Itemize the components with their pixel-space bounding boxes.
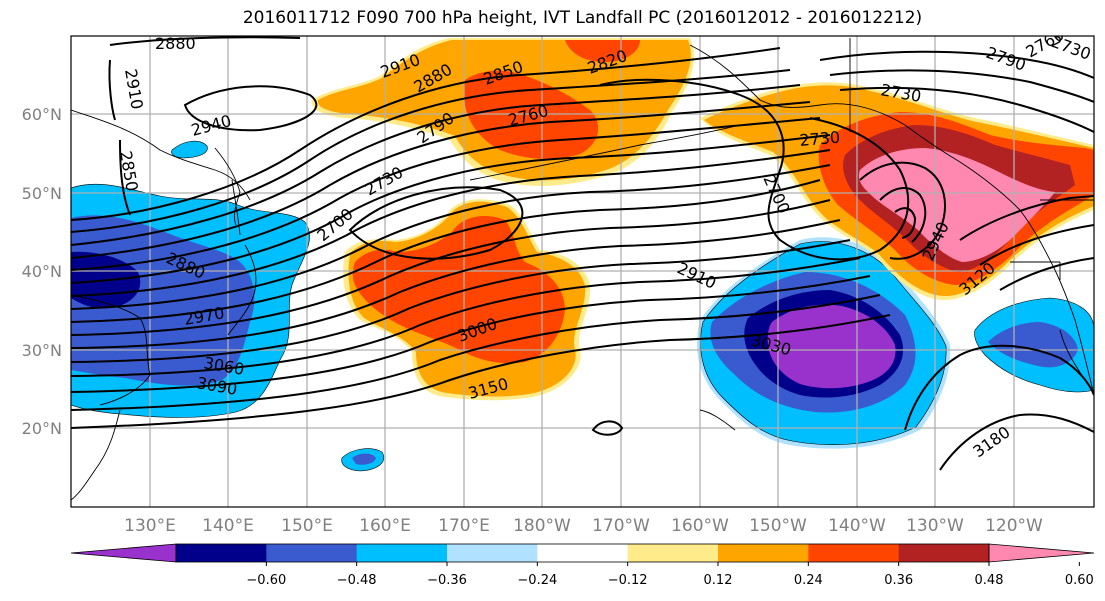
- longitude-labels: 130°E 140°E 150°E 160°E 170°E 180°W 170°…: [124, 516, 1043, 536]
- lon-label: 180°W: [513, 516, 571, 536]
- colorbar-tick-label: −0.24: [517, 573, 557, 588]
- map-title: 2016011712 F090 700 hPa height, IVT Land…: [242, 8, 923, 28]
- map-content: 2880 2910 2850 2940 2910 2880 2850 2820 …: [71, 34, 1094, 507]
- coast-asia-north: [71, 109, 251, 201]
- shade-small-blue: [352, 453, 376, 465]
- colorbar-tick-label: −0.60: [246, 573, 286, 588]
- coast-korea-china: [71, 294, 151, 406]
- shade-ne-pink: [858, 148, 1055, 262]
- latitude-labels: 60°N 50°N 40°N 30°N 20°N: [22, 105, 62, 438]
- colorbar-tick-label: 0.36: [884, 573, 913, 588]
- colorbar-tick-label: 0.48: [975, 573, 1004, 588]
- shade-west-blue: [71, 215, 255, 386]
- lat-label: 50°N: [22, 184, 62, 203]
- height-label: 2730: [799, 128, 841, 150]
- shade-east-purple: [767, 304, 896, 389]
- coast-hawaii: [699, 409, 736, 431]
- map-frame: [70, 35, 1095, 508]
- colorbar-segment: [898, 544, 990, 562]
- colorbar-tick-label: −0.36: [427, 573, 467, 588]
- colorbar-segment: [537, 544, 629, 562]
- colorbar: −0.60 −0.48 −0.36 −0.24 −0.12 0.12 0.24 0.36 0.4…: [70, 543, 1095, 588]
- lat-label: 40°N: [22, 262, 62, 281]
- colorbar-tick-label: 0.12: [704, 573, 733, 588]
- lon-label: 170°E: [438, 516, 490, 536]
- colorbar-outline: [175, 543, 990, 563]
- lon-label: 130°E: [124, 516, 176, 536]
- lon-label: 160°E: [359, 516, 411, 536]
- colorbar-tick-label: −0.48: [337, 573, 377, 588]
- coast-na-west: [1019, 209, 1094, 396]
- lat-label: 30°N: [22, 341, 62, 360]
- lon-label: 170°W: [592, 516, 650, 536]
- colorbar-segment: [718, 544, 809, 562]
- colorbar-segment: [176, 544, 267, 562]
- coast-aleutians: [469, 124, 741, 181]
- height-contours: [71, 36, 1094, 471]
- colorbar-tick-label: 0.24: [794, 573, 823, 588]
- lon-label: 150°W: [749, 516, 807, 536]
- colorbar-tick-label: −0.12: [608, 573, 648, 588]
- lon-label: 120°W: [985, 516, 1043, 536]
- shade-central-red: [352, 216, 565, 364]
- height-label: 2880: [155, 34, 196, 53]
- colorbar-segment: [627, 544, 719, 562]
- colorbar-segment: [808, 544, 900, 562]
- lon-label: 160°W: [671, 516, 729, 536]
- colorbar-extend-high: [988, 543, 1095, 563]
- lon-label: 130°W: [906, 516, 964, 536]
- lon-label: 140°W: [828, 516, 886, 536]
- colorbar-segment: [266, 544, 358, 562]
- colorbar-segment: [356, 544, 448, 562]
- lon-label: 140°E: [202, 516, 254, 536]
- coast-japan: [227, 244, 257, 336]
- coast-kamchatka: [214, 147, 241, 226]
- lon-label: 150°E: [281, 516, 333, 536]
- shade-north-cyan: [171, 140, 208, 159]
- colorbar-tick-label: 0.60: [1065, 573, 1094, 588]
- lat-label: 20°N: [22, 419, 62, 438]
- colorbar-extend-low: [70, 543, 177, 563]
- coast-borders: [849, 38, 1094, 280]
- colorbar-segment: [447, 544, 538, 562]
- lat-label: 60°N: [22, 105, 62, 124]
